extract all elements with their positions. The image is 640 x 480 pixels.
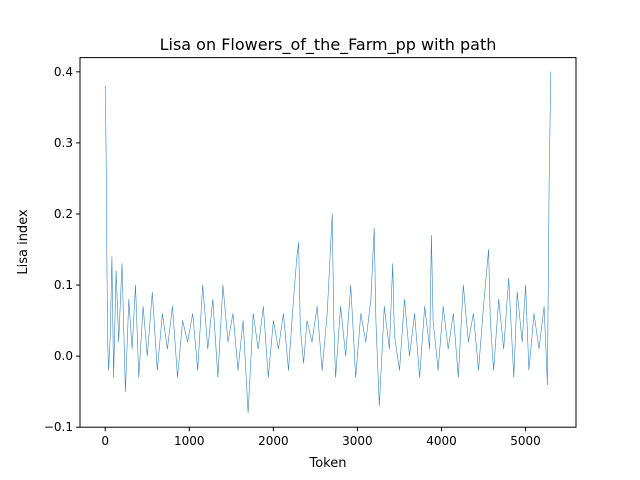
chart-title: Lisa on Flowers_of_the_Farm_pp with path xyxy=(160,35,497,55)
x-tick-label: 5000 xyxy=(510,434,541,448)
x-axis-label: Token xyxy=(309,456,347,471)
plot-area xyxy=(104,71,552,414)
plot-frame xyxy=(79,57,577,428)
y-tick-label: 0.3 xyxy=(54,136,73,150)
x-axis: 0 1000 2000 3000 4000 5000 xyxy=(101,427,541,448)
x-tick-label: 2000 xyxy=(258,434,289,448)
series-line-0 xyxy=(104,71,552,414)
y-tick-label: 0.0 xyxy=(54,349,73,363)
y-axis: −0.1 0.0 0.1 0.2 0.3 0.4 xyxy=(44,65,80,434)
y-axis-label: Lisa index xyxy=(16,209,31,275)
x-tick-label: 1000 xyxy=(174,434,205,448)
x-tick-label: 4000 xyxy=(426,434,457,448)
x-tick-label: 0 xyxy=(101,434,109,448)
y-tick-label: −0.1 xyxy=(44,420,73,434)
y-tick-label: 0.4 xyxy=(54,65,73,79)
y-tick-label: 0.2 xyxy=(54,207,73,221)
x-tick-label: 3000 xyxy=(342,434,373,448)
y-tick-label: 0.1 xyxy=(54,278,73,292)
